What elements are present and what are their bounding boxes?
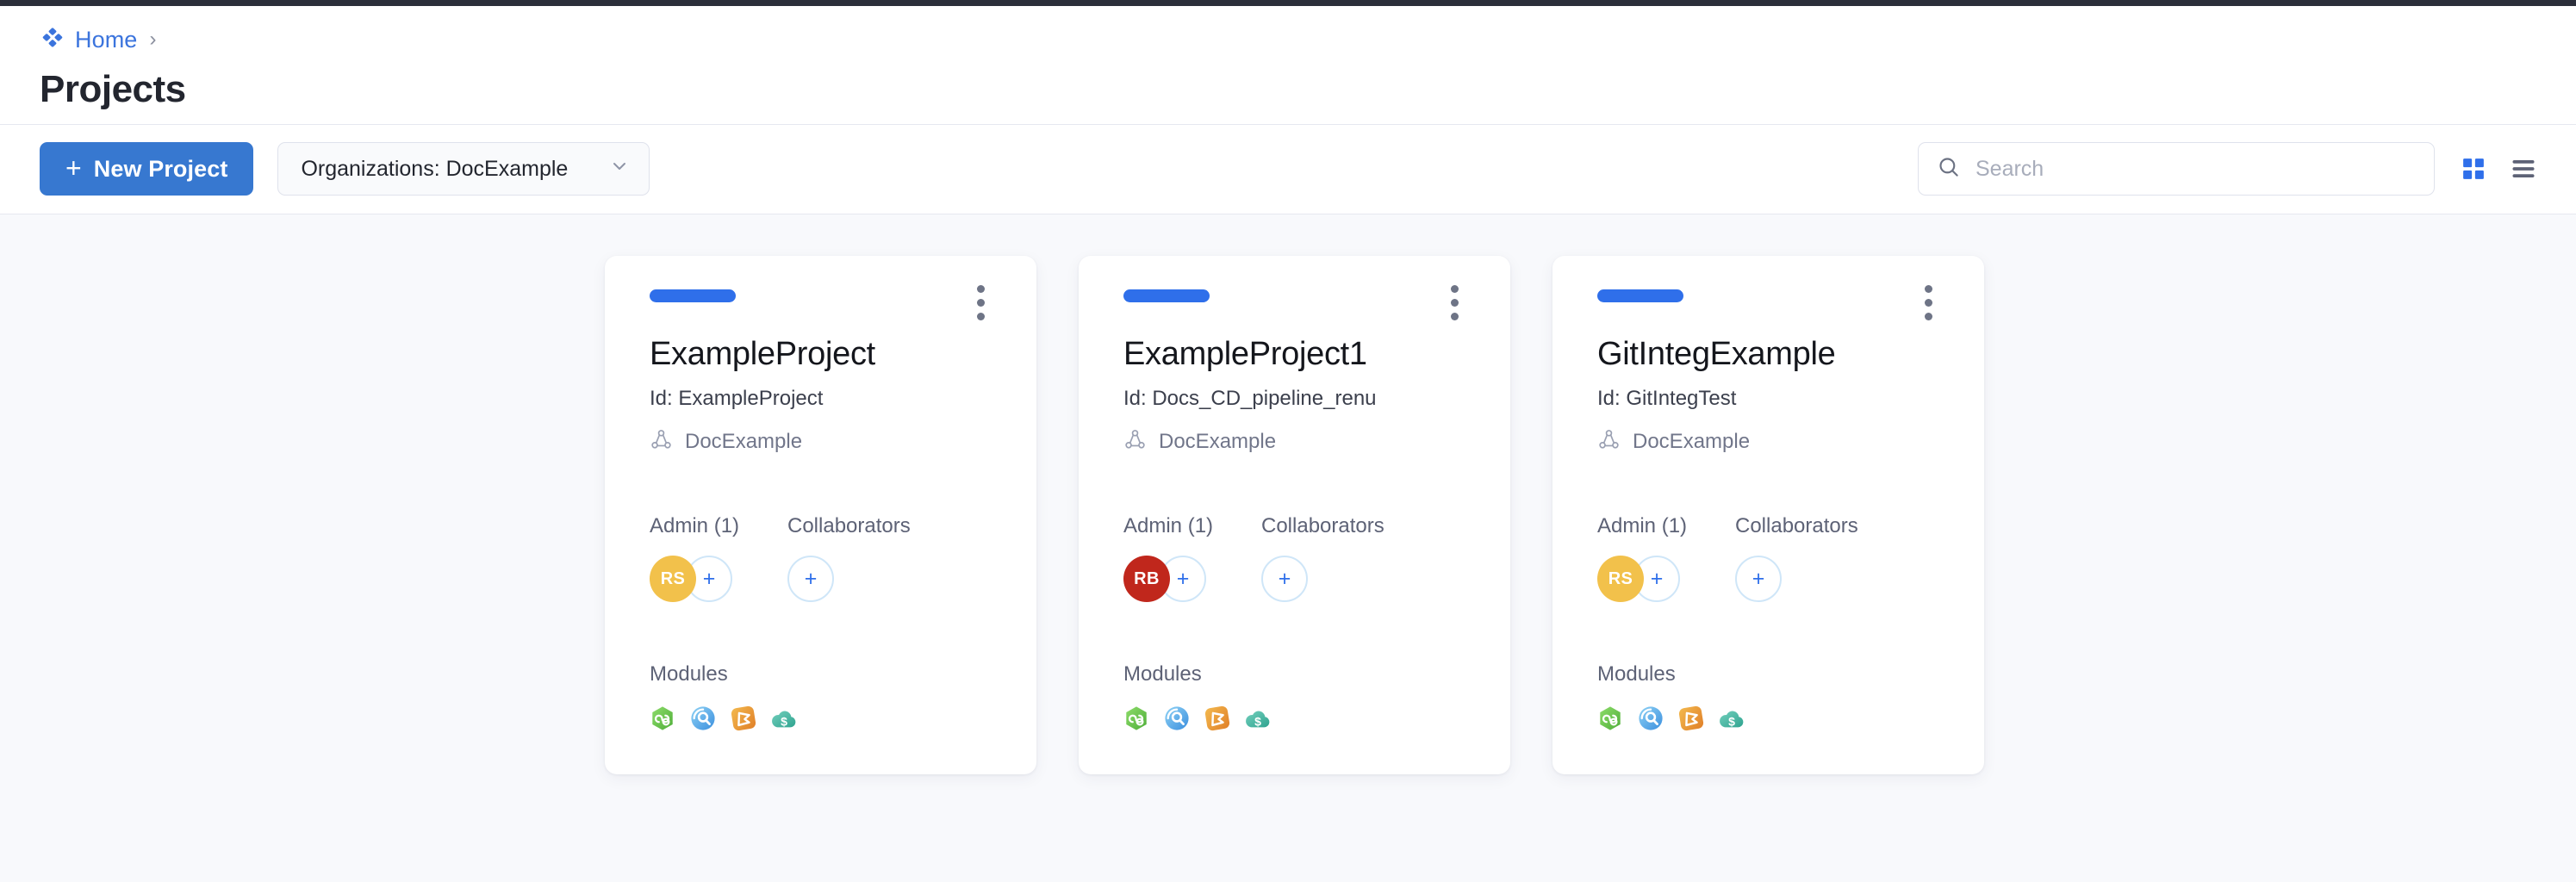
members-section-labels: Admin (1) Collaborators: [1123, 514, 1465, 538]
grid-view-icon[interactable]: [2461, 156, 2486, 182]
admin-label: Admin (1): [1123, 514, 1214, 538]
flag-module-icon[interactable]: [1204, 705, 1230, 736]
admin-avatar-group: RB +: [1123, 556, 1261, 603]
organizations-dropdown-label: Organizations: DocExample: [301, 156, 569, 181]
search-module-icon[interactable]: [1638, 705, 1664, 736]
svg-text:$: $: [1254, 715, 1261, 729]
collaborator-avatar-group: +: [1261, 556, 1308, 603]
admin-avatar-group: RS +: [650, 556, 787, 603]
page-header: Home › Projects: [0, 6, 2576, 125]
toolbar: + New Project Organizations: DocExample: [0, 124, 2576, 214]
members-avatars-row: RS + +: [650, 556, 992, 603]
modules-label: Modules: [1123, 662, 1202, 686]
project-color-pill: [1123, 289, 1210, 302]
modules-row: $: [650, 705, 992, 736]
project-org-label: DocExample: [1159, 430, 1277, 454]
collaborators-label: Collaborators: [1735, 514, 1858, 538]
project-card[interactable]: ExampleProject1 Id: Docs_CD_pipeline_renu…: [1079, 255, 1510, 774]
collaborator-avatar-group: +: [1735, 556, 1782, 603]
project-org-label: DocExample: [685, 430, 803, 454]
diamond-logo-icon: [40, 25, 65, 55]
members-section-labels: Admin (1) Collaborators: [650, 514, 992, 538]
search-input[interactable]: [1918, 142, 2435, 196]
add-collaborator-button[interactable]: +: [787, 556, 834, 603]
collaborator-avatar-group: +: [787, 556, 834, 603]
project-id: Id: ExampleProject: [650, 387, 824, 411]
project-color-pill: [650, 289, 736, 302]
pipeline-module-icon[interactable]: [1123, 705, 1149, 736]
window-top-bar: [0, 0, 2576, 6]
breadcrumb: Home ›: [40, 25, 2536, 54]
search-module-icon[interactable]: [690, 705, 716, 736]
admin-avatar-group: RS +: [1597, 556, 1735, 603]
plus-icon: +: [65, 152, 82, 184]
more-vertical-icon[interactable]: [970, 282, 992, 324]
more-vertical-icon[interactable]: [1918, 282, 1939, 324]
add-collaborator-button[interactable]: +: [1735, 556, 1782, 603]
more-vertical-icon[interactable]: [1444, 282, 1465, 324]
view-toggle-group: [2461, 156, 2536, 182]
project-card[interactable]: GitIntegExample Id: GitIntegTest DocExampl…: [1552, 255, 1984, 774]
members-avatars-row: RS + +: [1597, 556, 1939, 603]
cost-module-icon[interactable]: $: [1719, 705, 1745, 736]
add-collaborator-button[interactable]: +: [1261, 556, 1308, 603]
project-card[interactable]: ExampleProject Id: ExampleProject DocExamp…: [605, 255, 1036, 774]
project-title: ExampleProject1: [1123, 335, 1367, 372]
organizations-dropdown[interactable]: Organizations: DocExample: [277, 142, 650, 196]
search-module-icon[interactable]: [1164, 705, 1190, 736]
project-org: DocExample: [1597, 428, 1939, 456]
org-nodes-icon: [1123, 428, 1147, 456]
flag-module-icon[interactable]: [731, 705, 756, 736]
projects-card-row: ExampleProject Id: ExampleProject DocExamp…: [0, 255, 2576, 774]
admin-label: Admin (1): [650, 514, 740, 538]
search-icon: [1937, 155, 1960, 183]
project-org-label: DocExample: [1633, 430, 1751, 454]
card-top-row: [1123, 282, 1465, 320]
org-nodes-icon: [650, 428, 673, 456]
card-top-row: [1597, 282, 1939, 320]
page-title: Projects: [40, 68, 186, 110]
pipeline-module-icon[interactable]: [650, 705, 675, 736]
pipeline-module-icon[interactable]: [1597, 705, 1623, 736]
collaborators-label: Collaborators: [787, 514, 911, 538]
search-container: [1918, 142, 2435, 196]
list-view-icon[interactable]: [2511, 156, 2536, 182]
breadcrumb-home-link[interactable]: Home: [75, 26, 138, 53]
breadcrumb-separator-icon: ›: [149, 28, 157, 51]
collaborators-label: Collaborators: [1261, 514, 1384, 538]
project-org: DocExample: [650, 428, 992, 456]
modules-row: $: [1597, 705, 1939, 736]
new-project-label: New Project: [93, 155, 228, 182]
avatar[interactable]: RB: [1123, 556, 1170, 603]
toolbar-left-group: + New Project Organizations: DocExample: [40, 142, 650, 196]
project-id: Id: Docs_CD_pipeline_renu: [1123, 387, 1377, 411]
project-id: Id: GitIntegTest: [1597, 387, 1737, 411]
modules-label: Modules: [650, 662, 728, 686]
project-title: ExampleProject: [650, 335, 875, 372]
cost-module-icon[interactable]: $: [1245, 705, 1271, 736]
svg-text:$: $: [781, 715, 787, 729]
cost-module-icon[interactable]: $: [771, 705, 797, 736]
modules-row: $: [1123, 705, 1465, 736]
org-nodes-icon: [1597, 428, 1621, 456]
projects-grid-area: ExampleProject Id: ExampleProject DocExamp…: [0, 214, 2576, 855]
project-color-pill: [1597, 289, 1683, 302]
members-avatars-row: RB + +: [1123, 556, 1465, 603]
flag-module-icon[interactable]: [1678, 705, 1704, 736]
new-project-button[interactable]: + New Project: [40, 142, 254, 196]
project-title: GitIntegExample: [1597, 335, 1836, 372]
admin-label: Admin (1): [1597, 514, 1688, 538]
card-top-row: [650, 282, 992, 320]
toolbar-right-group: [1918, 142, 2536, 196]
svg-text:$: $: [1728, 715, 1735, 729]
modules-label: Modules: [1597, 662, 1676, 686]
chevron-down-icon: [609, 156, 630, 183]
project-org: DocExample: [1123, 428, 1465, 456]
members-section-labels: Admin (1) Collaborators: [1597, 514, 1939, 538]
avatar[interactable]: RS: [1597, 556, 1644, 603]
avatar[interactable]: RS: [650, 556, 696, 603]
